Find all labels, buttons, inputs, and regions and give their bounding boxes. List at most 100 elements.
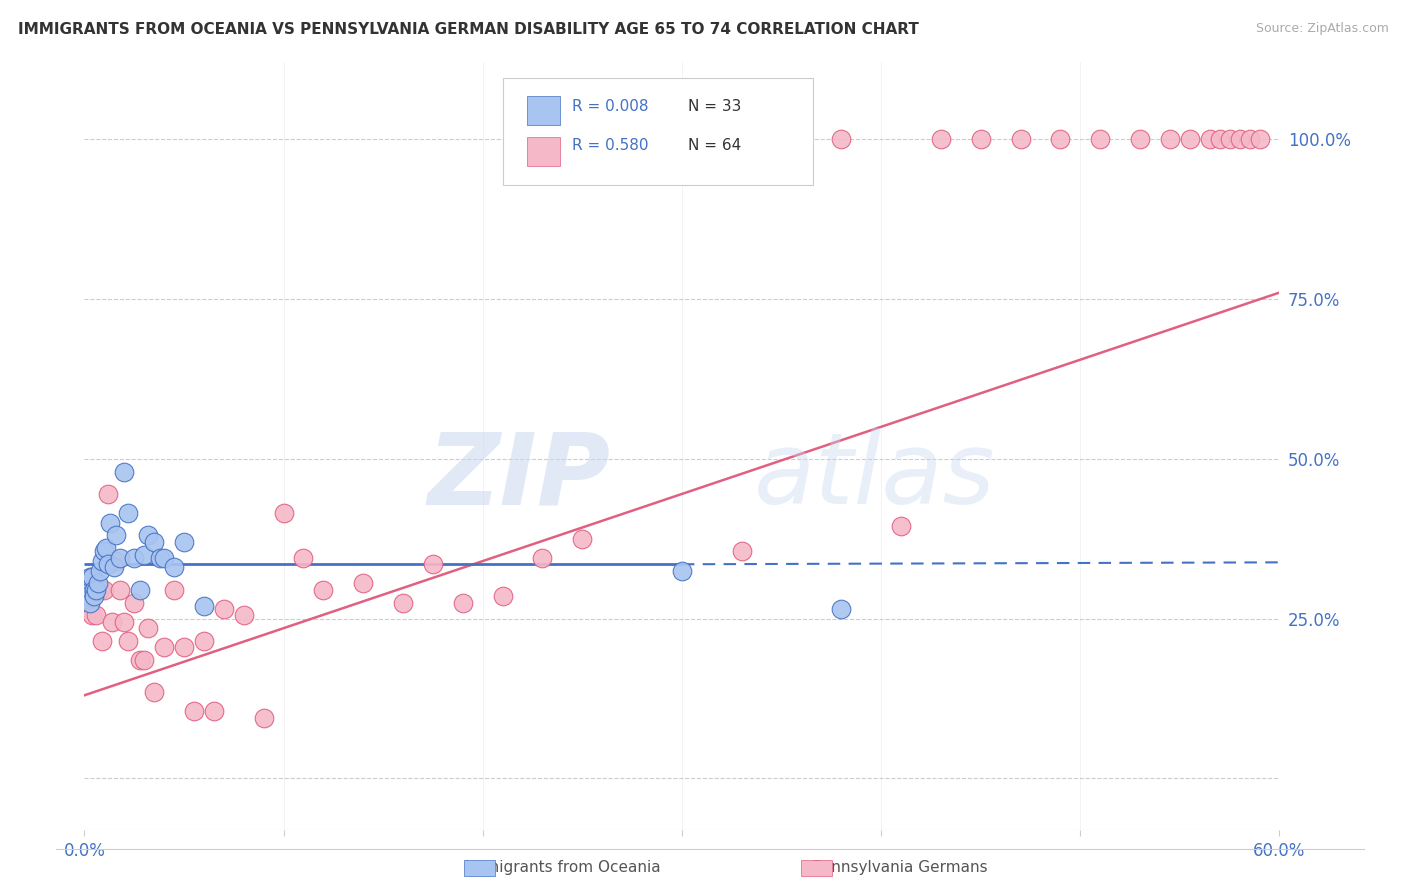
Point	[1090, 132, 1112, 146]
Point	[970, 132, 993, 146]
Point	[83, 586, 105, 600]
Point	[253, 711, 276, 725]
Point	[98, 516, 121, 530]
Point	[87, 576, 110, 591]
Point	[129, 653, 152, 667]
Point	[112, 465, 135, 479]
Point	[312, 582, 335, 597]
Point	[103, 560, 125, 574]
Point	[83, 582, 105, 597]
Point	[77, 596, 100, 610]
Point	[117, 634, 139, 648]
Point	[136, 621, 159, 635]
Text: Source: ZipAtlas.com: Source: ZipAtlas.com	[1256, 22, 1389, 36]
Point	[105, 528, 128, 542]
Point	[105, 554, 128, 568]
Point	[86, 608, 108, 623]
Point	[82, 570, 104, 584]
Point	[830, 602, 852, 616]
Text: atlas: atlas	[754, 428, 995, 525]
Point	[1209, 132, 1232, 146]
Text: R = 0.580: R = 0.580	[572, 137, 648, 153]
Point	[163, 560, 186, 574]
Point	[153, 640, 176, 655]
Bar	[527, 136, 560, 166]
Point	[75, 586, 97, 600]
Point	[1249, 132, 1271, 146]
Point	[1159, 132, 1181, 146]
Point	[110, 550, 132, 565]
Point	[451, 596, 474, 610]
Point	[1010, 132, 1032, 146]
Text: Pennsylvania Germans: Pennsylvania Germans	[813, 860, 987, 874]
Point	[173, 640, 195, 655]
Point	[292, 550, 315, 565]
Point	[173, 534, 195, 549]
Point	[193, 634, 215, 648]
Point	[117, 506, 139, 520]
Point	[129, 582, 152, 597]
Point	[143, 534, 166, 549]
Point	[91, 554, 114, 568]
Point	[149, 550, 172, 565]
Point	[651, 132, 673, 146]
FancyBboxPatch shape	[503, 78, 814, 186]
Text: IMMIGRANTS FROM OCEANIA VS PENNSYLVANIA GERMAN DISABILITY AGE 65 TO 74 CORRELATI: IMMIGRANTS FROM OCEANIA VS PENNSYLVANIA …	[18, 22, 920, 37]
Point	[77, 576, 100, 591]
Point	[153, 550, 176, 565]
Point	[273, 506, 295, 520]
Point	[202, 704, 225, 718]
Point	[136, 528, 159, 542]
Point	[690, 132, 713, 146]
Point	[79, 602, 101, 616]
Point	[122, 550, 145, 565]
Point	[352, 576, 374, 591]
Point	[93, 544, 115, 558]
Point	[671, 564, 693, 578]
Text: N = 33: N = 33	[688, 99, 741, 114]
Point	[132, 548, 156, 562]
Bar	[527, 96, 560, 126]
Point	[232, 608, 254, 623]
Point	[1129, 132, 1152, 146]
Point	[97, 558, 120, 572]
Point	[79, 570, 101, 584]
Point	[87, 582, 110, 597]
Point	[392, 596, 415, 610]
Point	[89, 564, 111, 578]
Point	[770, 132, 793, 146]
Point	[1239, 132, 1261, 146]
Point	[929, 132, 952, 146]
Point	[82, 570, 104, 584]
Point	[1178, 132, 1201, 146]
Point	[89, 582, 111, 597]
Point	[96, 541, 118, 556]
Point	[93, 582, 115, 597]
Point	[77, 580, 100, 594]
Text: R = 0.008: R = 0.008	[572, 99, 648, 114]
Point	[731, 544, 754, 558]
Point	[86, 582, 108, 597]
Point	[571, 532, 593, 546]
Point	[890, 519, 912, 533]
Point	[1219, 132, 1241, 146]
Point	[143, 685, 166, 699]
Point	[112, 615, 135, 629]
Point	[77, 589, 100, 603]
Point	[830, 132, 852, 146]
Point	[1229, 132, 1251, 146]
Point	[110, 582, 132, 597]
Point	[122, 596, 145, 610]
Point	[132, 653, 156, 667]
Text: ZIP: ZIP	[427, 428, 610, 525]
Point	[193, 599, 215, 613]
Point	[79, 576, 101, 591]
Point	[1049, 132, 1071, 146]
Point	[97, 487, 120, 501]
Point	[183, 704, 205, 718]
Point	[83, 589, 105, 603]
Point	[612, 132, 634, 146]
Point	[531, 550, 554, 565]
Point	[1198, 132, 1220, 146]
Point	[82, 608, 104, 623]
